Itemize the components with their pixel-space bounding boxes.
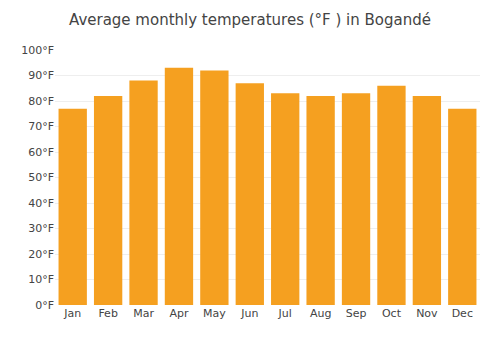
svg-text:0°F: 0°F bbox=[35, 299, 54, 312]
svg-text:50°F: 50°F bbox=[28, 171, 54, 184]
svg-text:60°F: 60°F bbox=[28, 146, 54, 159]
svg-text:Jan: Jan bbox=[63, 307, 81, 320]
svg-text:40°F: 40°F bbox=[28, 197, 54, 210]
svg-text:100°F: 100°F bbox=[21, 44, 54, 57]
svg-text:Dec: Dec bbox=[452, 307, 473, 320]
svg-text:20°F: 20°F bbox=[28, 248, 54, 261]
svg-text:May: May bbox=[203, 307, 226, 320]
svg-text:30°F: 30°F bbox=[28, 222, 54, 235]
svg-text:Aug: Aug bbox=[310, 307, 331, 320]
svg-text:Oct: Oct bbox=[382, 307, 402, 320]
svg-text:90°F: 90°F bbox=[28, 69, 54, 82]
svg-text:Nov: Nov bbox=[416, 307, 438, 320]
svg-text:Mar: Mar bbox=[133, 307, 154, 320]
svg-text:70°F: 70°F bbox=[28, 120, 54, 133]
svg-text:Feb: Feb bbox=[98, 307, 117, 320]
svg-text:10°F: 10°F bbox=[28, 273, 54, 286]
svg-text:Sep: Sep bbox=[346, 307, 367, 320]
svg-text:Jun: Jun bbox=[240, 307, 258, 320]
svg-text:Jul: Jul bbox=[278, 307, 292, 320]
svg-text:80°F: 80°F bbox=[28, 95, 54, 108]
svg-text:Apr: Apr bbox=[169, 307, 189, 320]
svg-text:Average monthly temperatures (: Average monthly temperatures (°F ) in Bo… bbox=[69, 11, 431, 29]
